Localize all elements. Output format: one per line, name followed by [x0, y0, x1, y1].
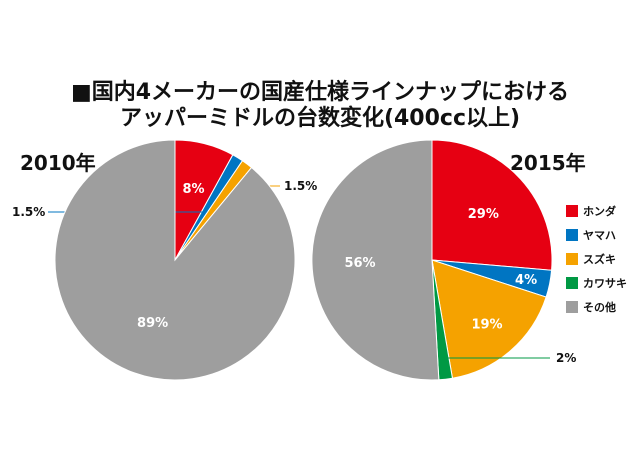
- slice-label: 56%: [344, 256, 375, 271]
- pie-slice: [431, 259, 547, 379]
- chart-title-line-1: ■国内4メーカーの国産仕様ラインナップにおける: [70, 80, 570, 105]
- slice-label: 29%: [468, 207, 499, 222]
- legend-swatch: [566, 301, 578, 313]
- chart-title-line-2: アッパーミドルの台数変化(400cc以上): [119, 106, 521, 131]
- slice-label: 4%: [515, 273, 537, 288]
- legend-swatch: [566, 277, 578, 289]
- legend-label: ヤマハ: [583, 229, 616, 242]
- legend-swatch: [566, 253, 578, 265]
- slice-label: 1.5%: [12, 205, 45, 219]
- slice-label: 2%: [556, 351, 576, 365]
- pie-slice: [54, 139, 296, 381]
- chart-title: ■国内4メーカーの国産仕様ラインナップにおける アッパーミドルの台数変化(400…: [0, 80, 640, 132]
- legend-label: その他: [583, 300, 616, 314]
- pie-slice: [431, 139, 553, 271]
- chart-year-title: 2015年: [510, 151, 586, 175]
- legend-swatch: [566, 205, 578, 217]
- leader-line: [444, 357, 550, 376]
- slice-label: 1.5%: [284, 179, 317, 193]
- pie-chart-2015: 29% 4% 19% 2% 56% 2015年: [311, 139, 586, 381]
- legend-swatch: [566, 229, 578, 241]
- slice-label: 19%: [471, 318, 502, 333]
- pie-chart-2010: 8% 1.5% 1.5% 89% 2010年: [12, 139, 317, 381]
- legend-label: カワサキ: [583, 277, 627, 290]
- slice-label: 8%: [182, 182, 204, 197]
- legend-label: ホンダ: [583, 204, 616, 218]
- chart-year-title: 2010年: [20, 151, 96, 175]
- legend-label: スズキ: [583, 252, 616, 266]
- pie-slice: [311, 139, 440, 381]
- slice-label: 89%: [137, 316, 168, 331]
